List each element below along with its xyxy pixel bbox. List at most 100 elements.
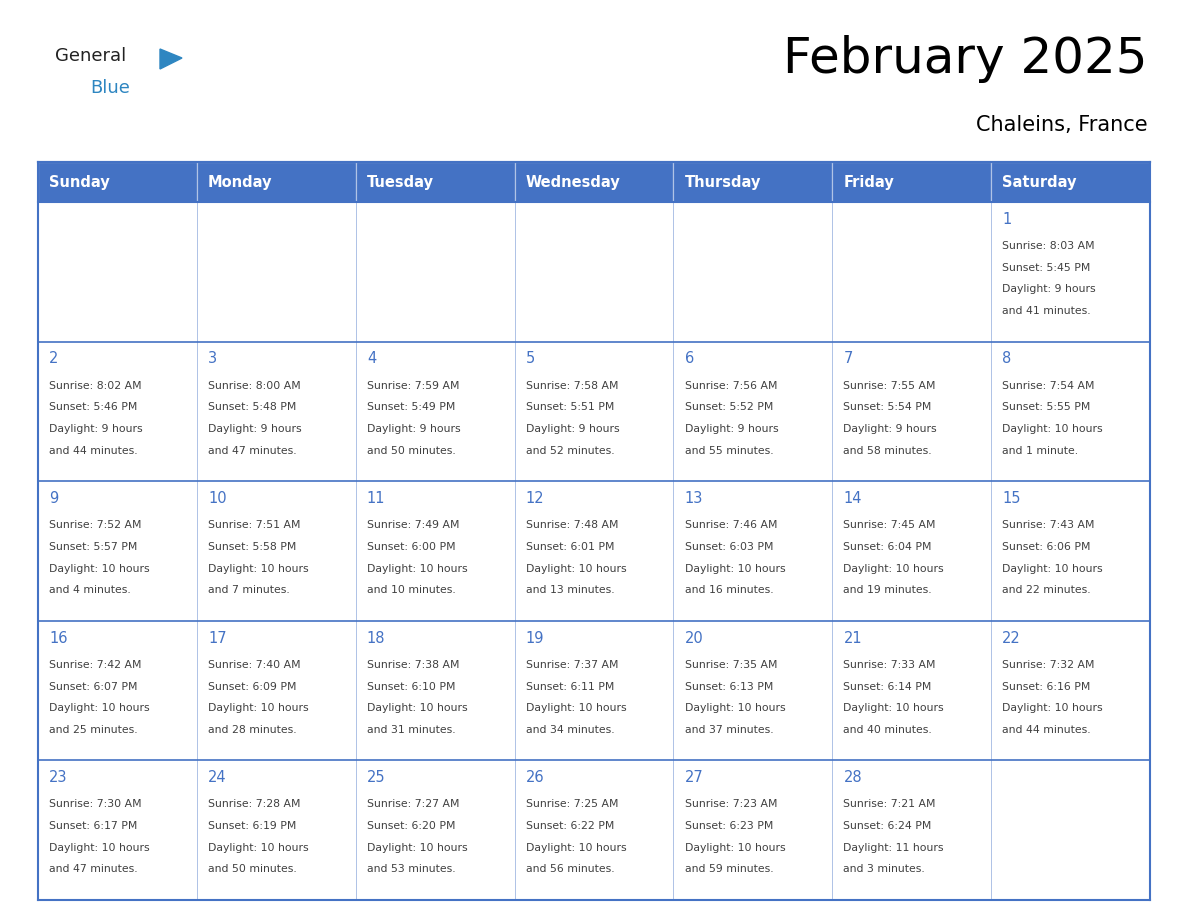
Text: Sunset: 6:20 PM: Sunset: 6:20 PM	[367, 821, 455, 831]
FancyBboxPatch shape	[833, 162, 991, 202]
Text: Daylight: 10 hours: Daylight: 10 hours	[367, 564, 467, 574]
Text: Daylight: 10 hours: Daylight: 10 hours	[208, 703, 309, 713]
Text: 2: 2	[49, 352, 58, 366]
Text: and 31 minutes.: and 31 minutes.	[367, 725, 455, 734]
Text: and 55 minutes.: and 55 minutes.	[684, 445, 773, 455]
Text: Sunrise: 7:52 AM: Sunrise: 7:52 AM	[49, 521, 141, 531]
Text: Sunset: 6:11 PM: Sunset: 6:11 PM	[526, 681, 614, 691]
FancyBboxPatch shape	[197, 202, 355, 341]
Text: and 56 minutes.: and 56 minutes.	[526, 865, 614, 875]
Text: 5: 5	[526, 352, 535, 366]
Text: Sunset: 5:58 PM: Sunset: 5:58 PM	[208, 542, 296, 552]
Text: Sunrise: 7:38 AM: Sunrise: 7:38 AM	[367, 660, 460, 670]
Text: Sunset: 5:57 PM: Sunset: 5:57 PM	[49, 542, 138, 552]
Text: Sunset: 6:03 PM: Sunset: 6:03 PM	[684, 542, 773, 552]
Text: Daylight: 10 hours: Daylight: 10 hours	[208, 843, 309, 853]
Text: Sunrise: 7:54 AM: Sunrise: 7:54 AM	[1003, 381, 1095, 391]
Text: and 47 minutes.: and 47 minutes.	[208, 445, 297, 455]
FancyBboxPatch shape	[674, 621, 833, 760]
FancyBboxPatch shape	[674, 162, 833, 202]
Text: Sunset: 5:48 PM: Sunset: 5:48 PM	[208, 402, 296, 412]
Text: February 2025: February 2025	[784, 35, 1148, 83]
FancyBboxPatch shape	[197, 760, 355, 900]
FancyBboxPatch shape	[38, 202, 197, 341]
Text: Sunrise: 7:30 AM: Sunrise: 7:30 AM	[49, 800, 141, 810]
FancyBboxPatch shape	[991, 621, 1150, 760]
FancyBboxPatch shape	[674, 481, 833, 621]
Text: Sunset: 5:55 PM: Sunset: 5:55 PM	[1003, 402, 1091, 412]
Text: 15: 15	[1003, 491, 1020, 506]
Text: Sunset: 5:54 PM: Sunset: 5:54 PM	[843, 402, 931, 412]
FancyBboxPatch shape	[514, 202, 674, 341]
Text: Sunset: 6:14 PM: Sunset: 6:14 PM	[843, 681, 931, 691]
Text: Wednesday: Wednesday	[526, 174, 620, 189]
FancyBboxPatch shape	[833, 341, 991, 481]
Text: Daylight: 10 hours: Daylight: 10 hours	[526, 703, 626, 713]
FancyBboxPatch shape	[38, 621, 197, 760]
Text: Daylight: 9 hours: Daylight: 9 hours	[843, 424, 937, 434]
Text: 18: 18	[367, 631, 385, 645]
Text: 21: 21	[843, 631, 862, 645]
FancyBboxPatch shape	[355, 481, 514, 621]
Text: and 19 minutes.: and 19 minutes.	[843, 585, 933, 595]
Text: Sunrise: 8:00 AM: Sunrise: 8:00 AM	[208, 381, 301, 391]
Text: and 37 minutes.: and 37 minutes.	[684, 725, 773, 734]
Text: and 58 minutes.: and 58 minutes.	[843, 445, 933, 455]
Text: 27: 27	[684, 770, 703, 785]
Text: 12: 12	[526, 491, 544, 506]
Text: Sunset: 6:13 PM: Sunset: 6:13 PM	[684, 681, 773, 691]
Text: Friday: Friday	[843, 174, 895, 189]
Text: Daylight: 9 hours: Daylight: 9 hours	[208, 424, 302, 434]
Text: Daylight: 10 hours: Daylight: 10 hours	[843, 703, 944, 713]
Text: Sunrise: 7:51 AM: Sunrise: 7:51 AM	[208, 521, 301, 531]
Text: and 3 minutes.: and 3 minutes.	[843, 865, 925, 875]
Text: Sunrise: 7:33 AM: Sunrise: 7:33 AM	[843, 660, 936, 670]
FancyBboxPatch shape	[833, 202, 991, 341]
Text: Sunrise: 7:21 AM: Sunrise: 7:21 AM	[843, 800, 936, 810]
Text: and 7 minutes.: and 7 minutes.	[208, 585, 290, 595]
Text: Sunset: 6:10 PM: Sunset: 6:10 PM	[367, 681, 455, 691]
Text: Daylight: 10 hours: Daylight: 10 hours	[684, 843, 785, 853]
Text: Daylight: 9 hours: Daylight: 9 hours	[49, 424, 143, 434]
FancyBboxPatch shape	[674, 341, 833, 481]
Text: and 16 minutes.: and 16 minutes.	[684, 585, 773, 595]
FancyBboxPatch shape	[197, 341, 355, 481]
Text: Daylight: 9 hours: Daylight: 9 hours	[1003, 285, 1095, 295]
FancyBboxPatch shape	[991, 760, 1150, 900]
Text: 6: 6	[684, 352, 694, 366]
Text: and 1 minute.: and 1 minute.	[1003, 445, 1079, 455]
Text: 8: 8	[1003, 352, 1011, 366]
Text: Sunrise: 7:35 AM: Sunrise: 7:35 AM	[684, 660, 777, 670]
FancyBboxPatch shape	[514, 162, 674, 202]
Text: Sunset: 6:04 PM: Sunset: 6:04 PM	[843, 542, 931, 552]
Text: Daylight: 10 hours: Daylight: 10 hours	[1003, 703, 1102, 713]
FancyBboxPatch shape	[38, 341, 197, 481]
Text: 20: 20	[684, 631, 703, 645]
Text: Daylight: 11 hours: Daylight: 11 hours	[843, 843, 944, 853]
Text: Sunrise: 7:25 AM: Sunrise: 7:25 AM	[526, 800, 618, 810]
FancyBboxPatch shape	[833, 760, 991, 900]
Text: Sunset: 6:07 PM: Sunset: 6:07 PM	[49, 681, 138, 691]
Text: Sunset: 6:19 PM: Sunset: 6:19 PM	[208, 821, 296, 831]
Text: Daylight: 10 hours: Daylight: 10 hours	[1003, 424, 1102, 434]
Text: and 25 minutes.: and 25 minutes.	[49, 725, 138, 734]
Text: Thursday: Thursday	[684, 174, 762, 189]
Text: Sunrise: 7:23 AM: Sunrise: 7:23 AM	[684, 800, 777, 810]
Text: Sunrise: 7:37 AM: Sunrise: 7:37 AM	[526, 660, 618, 670]
Text: Sunrise: 7:40 AM: Sunrise: 7:40 AM	[208, 660, 301, 670]
Text: Daylight: 10 hours: Daylight: 10 hours	[684, 564, 785, 574]
FancyBboxPatch shape	[991, 202, 1150, 341]
FancyBboxPatch shape	[38, 162, 197, 202]
Text: and 50 minutes.: and 50 minutes.	[208, 865, 297, 875]
Text: Daylight: 10 hours: Daylight: 10 hours	[367, 703, 467, 713]
FancyBboxPatch shape	[355, 341, 514, 481]
Text: 22: 22	[1003, 631, 1020, 645]
Text: Monday: Monday	[208, 174, 272, 189]
Text: Sunset: 6:24 PM: Sunset: 6:24 PM	[843, 821, 931, 831]
Text: Sunset: 5:45 PM: Sunset: 5:45 PM	[1003, 263, 1091, 273]
Text: 4: 4	[367, 352, 377, 366]
Text: and 10 minutes.: and 10 minutes.	[367, 585, 455, 595]
Text: Sunrise: 7:27 AM: Sunrise: 7:27 AM	[367, 800, 460, 810]
Text: Sunset: 5:46 PM: Sunset: 5:46 PM	[49, 402, 138, 412]
Text: Sunset: 6:23 PM: Sunset: 6:23 PM	[684, 821, 773, 831]
